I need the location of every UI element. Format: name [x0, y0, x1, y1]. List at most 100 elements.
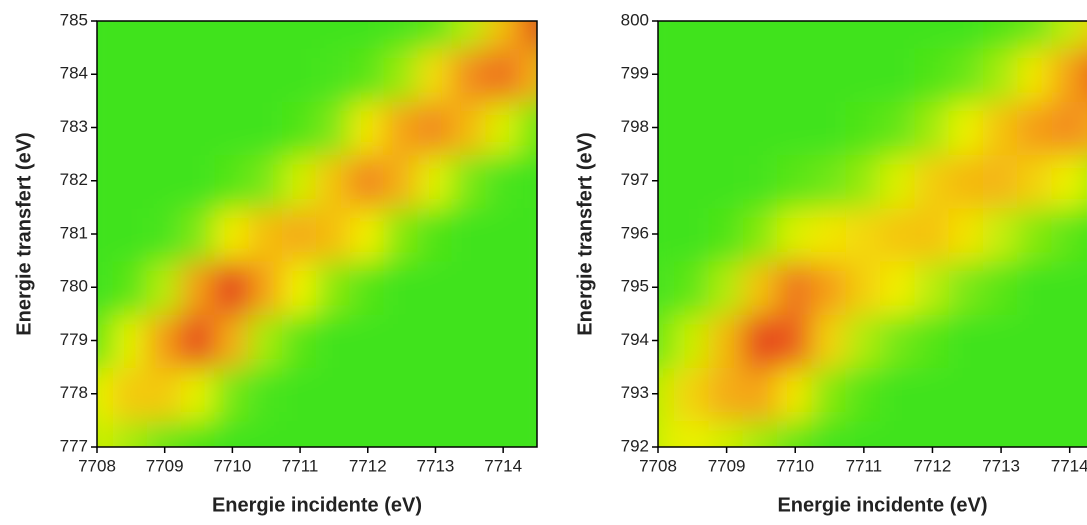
heatmap-cell: [658, 366, 677, 422]
heatmap-cell: [658, 99, 677, 156]
heatmap-cell: [485, 366, 522, 422]
heatmap-cell: [811, 99, 848, 156]
heatmap-cell: [417, 366, 454, 422]
heatmap-cell: [282, 259, 318, 315]
heatmap-cell: [708, 21, 745, 49]
heatmap-cell: [1017, 46, 1054, 102]
heatmap-cell: [180, 419, 217, 447]
heatmap-cell: [383, 312, 420, 369]
heatmap-cell: [97, 21, 115, 49]
heatmap-cell: [97, 366, 115, 422]
heatmap-cell: [1051, 46, 1087, 102]
heatmap-cell: [742, 312, 780, 369]
heatmap-cell: [97, 312, 115, 369]
heatmap-cell: [880, 46, 917, 102]
heatmap-cell: [282, 21, 318, 49]
heatmap-cell: [97, 206, 115, 262]
y-tick-label: 797: [621, 170, 649, 189]
y-tick-label: 778: [60, 383, 88, 402]
heatmap-cell: [811, 206, 848, 262]
heatmap-cell: [982, 21, 1020, 49]
heatmap-cell: [383, 99, 420, 156]
y-tick-label: 783: [60, 117, 88, 136]
heatmap-cell: [180, 153, 217, 209]
y-tick-label: 781: [60, 223, 88, 242]
y-tick-label: 800: [621, 10, 649, 29]
y-tick-label: 799: [621, 64, 649, 83]
heatmap-cell: [417, 21, 454, 49]
heatmap-cell: [1017, 366, 1054, 422]
heatmap-cell: [1051, 206, 1087, 262]
heatmap-cell: [146, 419, 183, 447]
heatmap-cell: [451, 312, 488, 369]
heatmap-cell: [214, 259, 251, 315]
heatmap-cell: [485, 21, 522, 49]
heatmap-cell: [112, 259, 149, 315]
heatmap-cell: [97, 153, 115, 209]
heatmap-cell: [658, 259, 677, 315]
heatmap-cell: [383, 153, 420, 209]
heatmap-cell: [845, 206, 882, 262]
heatmap-cell: [146, 259, 183, 315]
x-tick-label: 7708: [639, 456, 677, 475]
heatmap-cell: [112, 366, 149, 422]
heatmap-cell: [880, 312, 917, 369]
heatmap-cell: [811, 259, 848, 315]
heatmap-cell: [248, 21, 285, 49]
heatmap-cell: [214, 366, 251, 422]
heatmap-cell: [982, 259, 1020, 315]
heatmap-cell: [485, 419, 522, 447]
heatmap-cell: [214, 46, 251, 102]
heatmap-cell: [282, 153, 318, 209]
heatmap-cell: [845, 312, 882, 369]
heatmap-cell: [146, 46, 183, 102]
heatmap-cell: [708, 99, 745, 156]
heatmap-cell: [180, 312, 217, 369]
heatmap-cell: [1017, 206, 1054, 262]
heatmap-cell: [948, 366, 985, 422]
heatmap-cell: [674, 99, 711, 156]
heatmap-cell: [383, 21, 420, 49]
heatmap-cell: [180, 21, 217, 49]
heatmap-cell: [948, 46, 985, 102]
x-axis-title: Energie incidente (eV): [777, 494, 987, 516]
heatmap-cell: [180, 366, 217, 422]
heatmap-cell: [845, 99, 882, 156]
x-tick-label: 7708: [78, 456, 116, 475]
heatmap-cell: [777, 46, 814, 102]
heatmap-cell: [948, 99, 985, 156]
heatmap-cell: [451, 21, 488, 49]
heatmap-cell: [417, 99, 454, 156]
heatmap-cell: [914, 46, 951, 102]
heatmap-cell: [982, 99, 1020, 156]
heatmap-cell: [1051, 153, 1087, 209]
heatmap-cell: [708, 206, 745, 262]
heatmap-cell: [214, 153, 251, 209]
plot-area: [97, 21, 537, 447]
y-tick-label: 779: [60, 330, 88, 349]
heatmap-cell: [316, 206, 352, 262]
heatmap-cell: [485, 99, 522, 156]
heatmap-cell: [282, 99, 318, 156]
heatmap-cell: [777, 312, 814, 369]
heatmap-cell: [708, 419, 745, 447]
heatmap-cell: [383, 46, 420, 102]
heatmap-cell: [112, 153, 149, 209]
heatmap-cell: [880, 99, 917, 156]
y-axis-title: Energie transfert (eV): [13, 132, 35, 335]
heatmap-cell: [316, 366, 352, 422]
heatmap-cell: [248, 312, 285, 369]
y-tick-label: 782: [60, 170, 88, 189]
x-tick-label: 7709: [146, 456, 184, 475]
y-axis-title: Energie transfert (eV): [574, 132, 596, 335]
heatmap-cell: [914, 206, 951, 262]
heatmap-cell: [914, 153, 951, 209]
heatmap-cell: [146, 99, 183, 156]
heatmap-cell: [1085, 99, 1087, 156]
heatmap-cell: [485, 153, 522, 209]
heatmap-cell: [674, 46, 711, 102]
heatmap-cell: [383, 366, 420, 422]
heatmap-cell: [948, 259, 985, 315]
heatmap-cell: [777, 419, 814, 447]
